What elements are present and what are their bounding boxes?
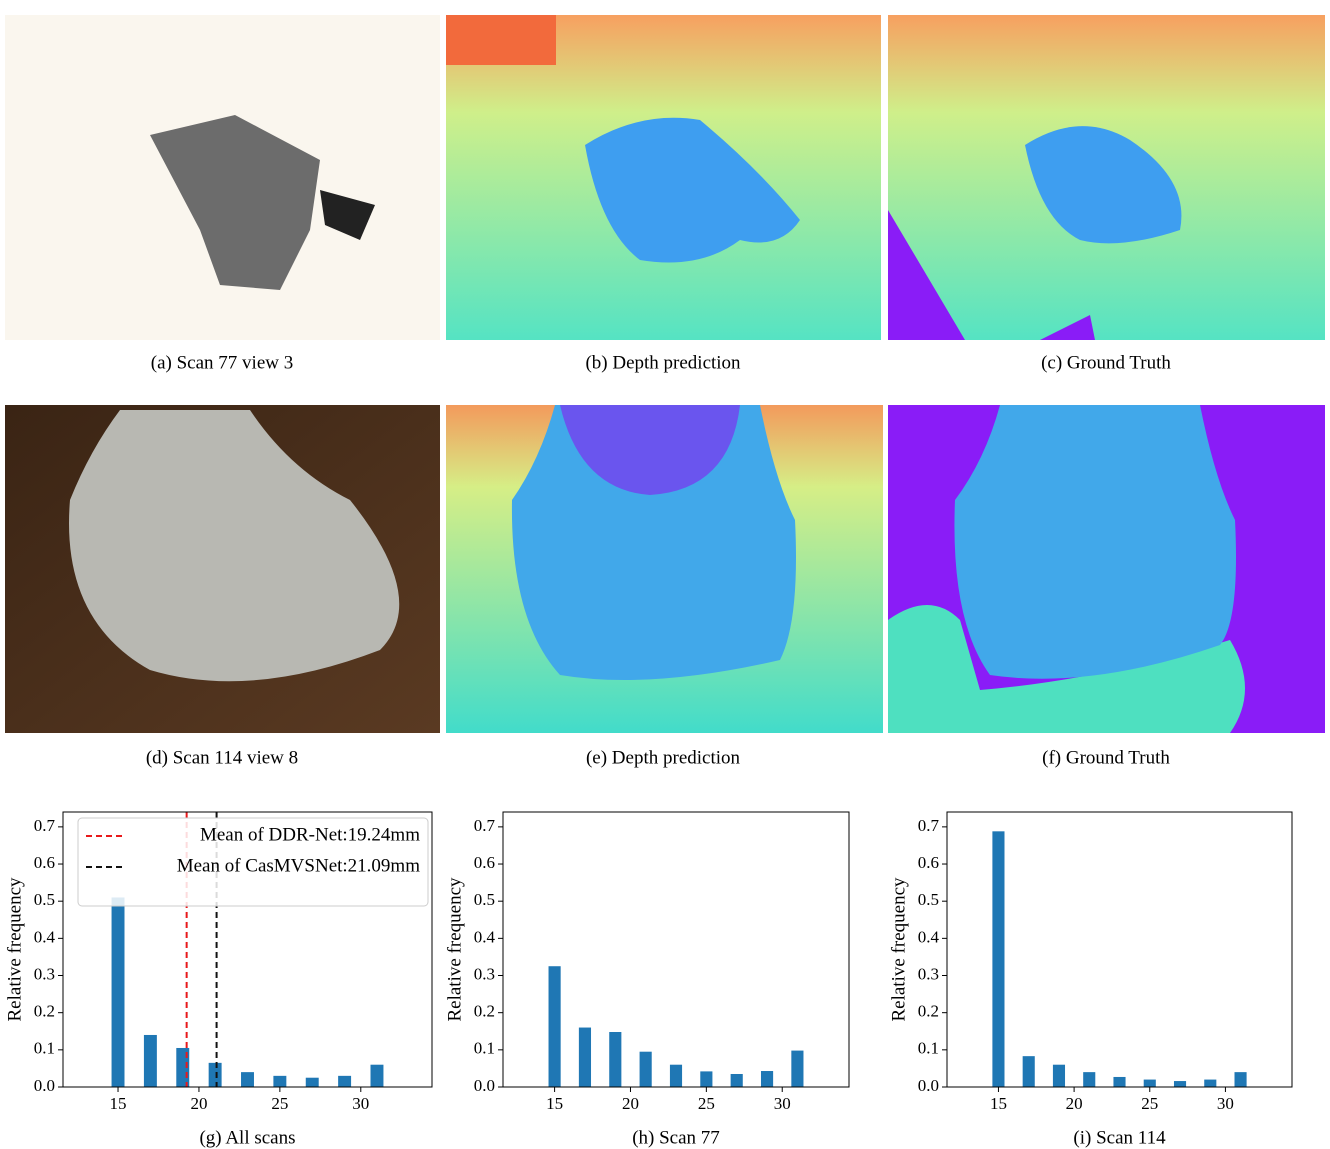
y-tick-label: 0.3 <box>34 964 55 983</box>
caption: (a) Scan 77 view 3 <box>151 352 293 373</box>
y-axis-label: Relative frequency <box>4 877 25 1022</box>
bar <box>1204 1080 1216 1087</box>
x-tick-label: 15 <box>110 1094 127 1113</box>
y-tick-label: 0.1 <box>474 1039 495 1058</box>
depth-map <box>446 405 883 733</box>
x-tick-label: 20 <box>190 1094 207 1113</box>
bar <box>1023 1056 1035 1087</box>
bar <box>579 1028 591 1087</box>
y-tick-label: 0.5 <box>34 890 55 909</box>
photo <box>5 15 440 340</box>
depth-map <box>888 405 1325 733</box>
bar <box>209 1063 222 1087</box>
y-tick-label: 0.7 <box>34 816 56 835</box>
x-tick-label: 25 <box>1141 1094 1158 1113</box>
caption: (e) Depth prediction <box>586 747 741 768</box>
y-tick-label: 0.4 <box>34 927 56 946</box>
bar <box>609 1032 621 1087</box>
y-tick-label: 0.6 <box>918 853 939 872</box>
bar <box>1053 1065 1065 1087</box>
y-tick-label: 0.0 <box>918 1076 939 1095</box>
y-tick-label: 0.2 <box>474 1002 495 1021</box>
bar <box>1113 1077 1125 1087</box>
y-tick-label: 0.5 <box>918 890 939 909</box>
y-tick-label: 0.1 <box>918 1039 939 1058</box>
bar <box>1083 1072 1095 1087</box>
y-axis-label: Relative frequency <box>888 877 909 1022</box>
bar <box>700 1071 712 1087</box>
y-tick-label: 0.4 <box>918 927 940 946</box>
x-tick-label: 30 <box>774 1094 791 1113</box>
depth-map <box>446 15 881 340</box>
bar <box>306 1078 319 1087</box>
photo <box>5 405 440 733</box>
bar <box>371 1065 384 1087</box>
x-tick-label: 20 <box>622 1094 639 1113</box>
x-tick-label: 15 <box>990 1094 1007 1113</box>
caption: (h) Scan 77 <box>632 1127 720 1148</box>
bar <box>112 897 125 1087</box>
y-tick-label: 0.3 <box>474 964 495 983</box>
y-tick-label: 0.7 <box>918 816 940 835</box>
y-tick-label: 0.3 <box>918 964 939 983</box>
bar <box>549 966 561 1087</box>
bar <box>640 1052 652 1087</box>
bar <box>1174 1081 1186 1087</box>
x-tick-label: 25 <box>698 1094 715 1113</box>
bar <box>241 1072 254 1087</box>
y-tick-label: 0.6 <box>474 853 495 872</box>
y-tick-label: 0.6 <box>34 853 55 872</box>
bar <box>731 1074 743 1087</box>
bar <box>144 1035 157 1087</box>
y-tick-label: 0.7 <box>474 816 496 835</box>
y-tick-label: 0.2 <box>918 1002 939 1021</box>
bar <box>338 1076 351 1087</box>
x-tick-label: 15 <box>546 1094 563 1113</box>
caption: (c) Ground Truth <box>1041 352 1171 373</box>
caption: (f) Ground Truth <box>1042 747 1170 768</box>
depth-map <box>888 15 1325 340</box>
bar <box>992 831 1004 1087</box>
y-tick-label: 0.2 <box>34 1002 55 1021</box>
legend-label: Mean of CasMVSNet:21.09mm <box>177 855 421 876</box>
legend-label: Mean of DDR-Net:19.24mm <box>200 824 420 845</box>
x-tick-label: 20 <box>1066 1094 1083 1113</box>
caption: (d) Scan 114 view 8 <box>146 747 298 768</box>
bar <box>670 1065 682 1087</box>
x-tick-label: 30 <box>352 1094 369 1113</box>
y-tick-label: 0.5 <box>474 890 495 909</box>
x-tick-label: 30 <box>1217 1094 1234 1113</box>
y-axis-label: Relative frequency <box>444 877 465 1022</box>
bar <box>791 1051 803 1087</box>
y-tick-label: 0.0 <box>34 1076 55 1095</box>
caption: (i) Scan 114 <box>1073 1127 1166 1148</box>
y-tick-label: 0.0 <box>474 1076 495 1095</box>
y-tick-label: 0.4 <box>474 927 496 946</box>
caption: (g) All scans <box>199 1127 295 1148</box>
y-tick-label: 0.1 <box>34 1039 55 1058</box>
bar <box>273 1076 286 1087</box>
figure: (a) Scan 77 view 3 (b) Depth prediction … <box>0 0 1330 1149</box>
bar <box>1235 1072 1247 1087</box>
bar <box>1144 1080 1156 1087</box>
x-tick-label: 25 <box>271 1094 288 1113</box>
bar <box>761 1071 773 1087</box>
caption: (b) Depth prediction <box>585 352 741 373</box>
